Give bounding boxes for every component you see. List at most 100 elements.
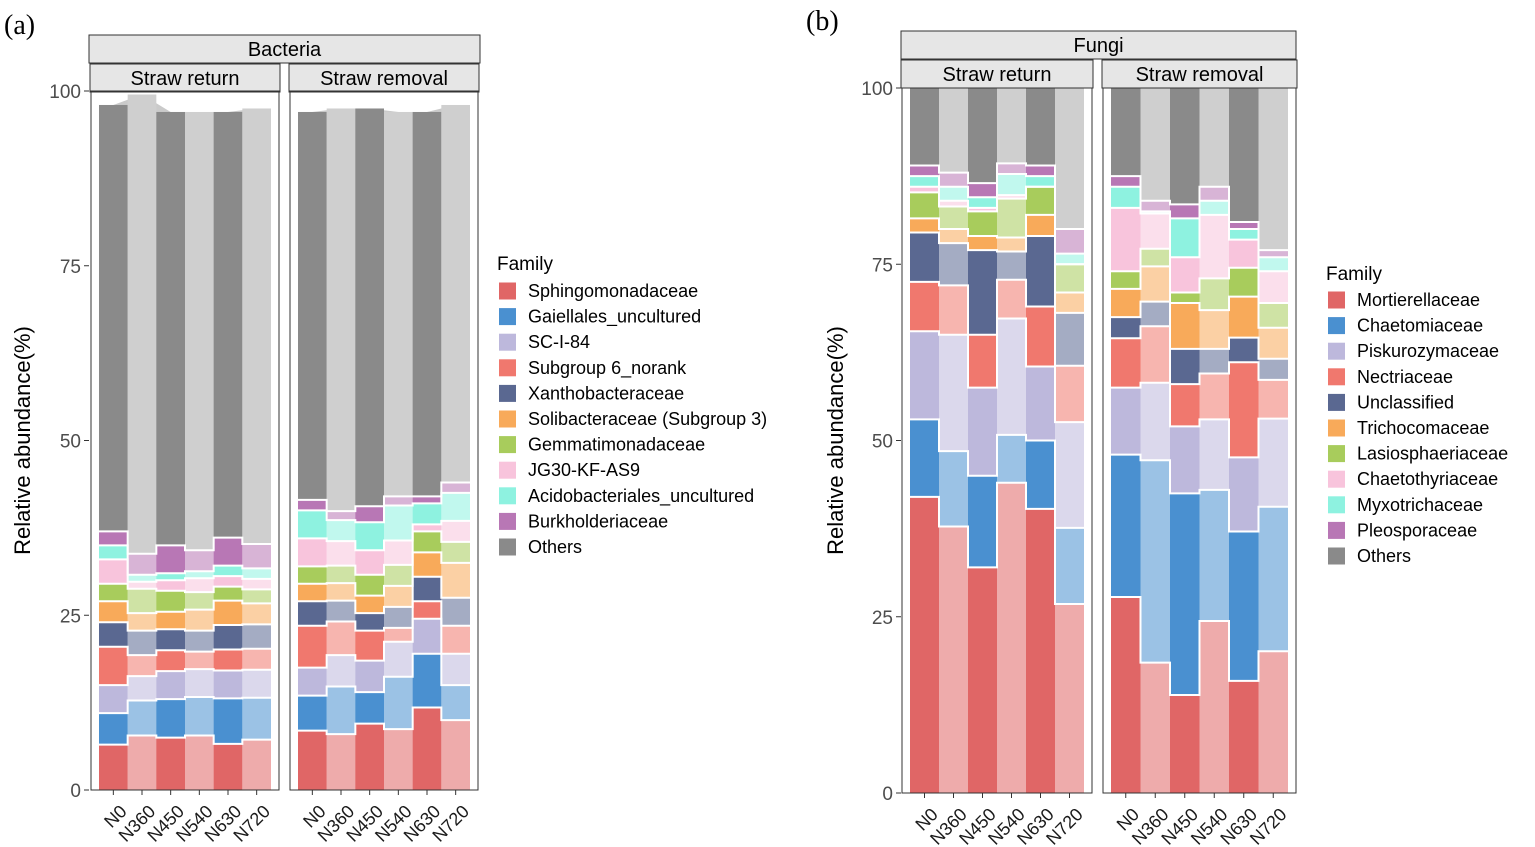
bar-segment: [326, 621, 356, 656]
legend-item: SC-I-84: [499, 332, 590, 352]
series-boundary: [1111, 453, 1288, 533]
bars-solibacteraceae-subgroup-3-: [99, 600, 271, 631]
bar-segment: [384, 676, 413, 730]
legend-item: Mortierellaceae: [1328, 290, 1480, 310]
bar-segment: [355, 723, 384, 790]
legend-label: Others: [1357, 546, 1411, 566]
legend-swatch: [1328, 291, 1345, 309]
legend-item: Subgroup 6_norank: [499, 358, 687, 379]
bars-solibacteraceae-subgroup-3-: [298, 552, 470, 614]
y-axis: 0 25 50 75 100 Relative abundance(%): [823, 79, 901, 805]
bar-segment: [127, 630, 157, 656]
bar-segment: [1229, 267, 1259, 297]
series-boundary: [99, 621, 271, 632]
series-boundary: [99, 558, 271, 583]
bar-segment: [1055, 527, 1084, 605]
bar-segment: [1170, 384, 1200, 427]
legend: Family Mortierellaceae Chaetomiaceae Piskur…: [1326, 264, 1508, 566]
bars-mortierellaceae: [910, 482, 1084, 793]
legend-swatch: [499, 538, 516, 556]
bar-segment: [1026, 176, 1055, 187]
bars-others: [910, 88, 1084, 229]
legend-item: Gaiellales_uncultured: [499, 307, 701, 328]
legend-title: Family: [1326, 264, 1382, 285]
bars-lasiosphaeriaceae: [910, 186, 1084, 293]
bars-trichocomaceae: [910, 214, 1084, 313]
bar-segment: [326, 734, 356, 790]
bar-segment: [1258, 651, 1288, 793]
facet-frame: [289, 90, 479, 791]
bar-segment: [1026, 440, 1055, 509]
bar-segment: [355, 574, 384, 596]
legend-label: SC-I-84: [528, 332, 590, 352]
bar-segment: [298, 499, 327, 511]
bar-segment: [939, 334, 968, 452]
bar-segment: [1055, 253, 1084, 265]
bar-segment: [1111, 88, 1141, 177]
bar-segment: [242, 739, 271, 790]
bar-segment: [242, 697, 271, 740]
legend-item: Xanthobacteraceae: [499, 383, 684, 403]
legend-label: Nectriaceae: [1357, 367, 1453, 387]
bars-others: [1111, 88, 1288, 251]
bars-others: [298, 104, 470, 512]
bar-segment: [185, 630, 214, 652]
bars-gaiellales-uncultured: [99, 697, 271, 745]
bars-lasiosphaeriaceae: [1111, 248, 1288, 328]
legend-swatch: [1328, 547, 1345, 565]
bar-segment: [997, 251, 1026, 280]
bar-segment: [326, 108, 356, 512]
bars-unclassified: [910, 232, 1084, 366]
series-boundary: [99, 645, 271, 657]
bar-segment: [355, 630, 384, 661]
bar-segment: [127, 588, 157, 614]
bar-segment: [910, 176, 939, 187]
bar-segment: [441, 562, 470, 598]
bar-segment: [1229, 88, 1259, 222]
bar-segment: [242, 669, 271, 698]
bar-segment: [1258, 257, 1288, 272]
legend-item: Nectriaceae: [1328, 367, 1453, 387]
bar-segment: [384, 564, 413, 586]
facet-frame: [90, 90, 280, 791]
bar-segment: [298, 538, 327, 567]
bar-segment: [1026, 214, 1055, 237]
bar-segment: [127, 94, 157, 554]
bar-segment: [910, 218, 939, 233]
bar-segment: [127, 676, 157, 701]
series-boundary: [99, 599, 271, 615]
legend-label: Gemmatimonadaceae: [528, 435, 705, 455]
bar-segment: [326, 686, 356, 735]
bars-pleosporaceae: [1111, 176, 1288, 258]
bars-subgroup-6-norank: [298, 601, 470, 668]
bar-segment: [910, 281, 939, 332]
bar-segment: [1140, 213, 1170, 249]
bar-segment: [997, 195, 1026, 199]
bar-segment: [968, 197, 997, 208]
bar-segment: [1111, 176, 1141, 187]
bar-segment: [939, 186, 968, 201]
legend-label: Others: [528, 537, 582, 557]
bar-segment: [298, 730, 327, 790]
bar-segment: [156, 590, 185, 612]
bar-segment: [1258, 88, 1288, 251]
bars-jg30-kf-as9: [99, 559, 271, 593]
bars-trichocomaceae: [1111, 266, 1288, 359]
series-boundary: [99, 734, 271, 746]
bar-segment: [968, 183, 997, 198]
bar-segment: [968, 250, 997, 335]
bar-segment: [1111, 271, 1141, 289]
bar-segment: [939, 243, 968, 286]
bar-segment: [1055, 422, 1084, 528]
legend-swatch: [499, 436, 516, 454]
series-boundary: [910, 317, 1084, 424]
bars-gemmatimonadaceae: [298, 531, 470, 596]
bar-segment: [1199, 88, 1229, 187]
bar-segment: [939, 206, 968, 229]
bar-segment: [355, 660, 384, 693]
bar-segment: [355, 692, 384, 724]
bar-segment: [412, 653, 442, 708]
